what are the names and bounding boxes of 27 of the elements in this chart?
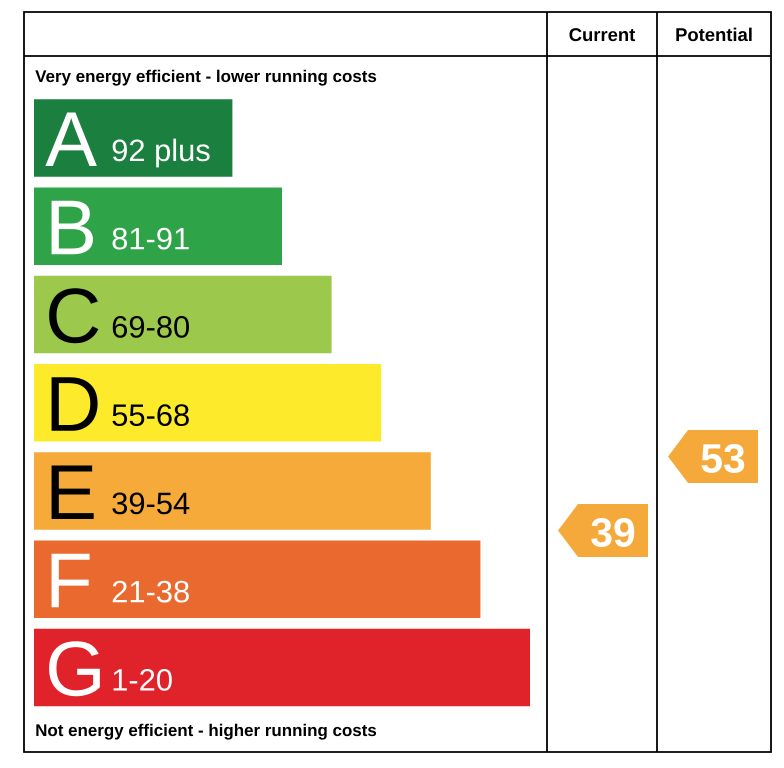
- annotation: 69-80: [112, 316, 189, 338]
- y-tick-label: B: [52, 200, 93, 254]
- annotation: 92 plus: [112, 138, 210, 168]
- bar: [34, 99, 232, 177]
- y-tick-label: G: [49, 641, 100, 696]
- y-tick-label: E: [52, 466, 94, 519]
- annotation: 81-91: [112, 228, 189, 250]
- y-tick-label: D: [52, 377, 98, 431]
- annotation: 1-20: [114, 668, 172, 691]
- y-tick-label: F: [52, 554, 90, 608]
- bar: [34, 452, 431, 530]
- text: Current: [569, 28, 636, 42]
- y-tick-label: C: [49, 288, 98, 344]
- chart-title: Very energy efficient - lower running costs: [35, 70, 376, 86]
- text: Potential: [676, 28, 752, 42]
- annotation: 55-68: [112, 404, 189, 426]
- annotation: 21-38: [112, 580, 189, 603]
- bar: [34, 628, 530, 706]
- y-tick-label: A: [45, 112, 97, 166]
- bar: [34, 540, 480, 618]
- annotation: Not energy efficient - higher running costs: [36, 724, 376, 740]
- bar: [34, 364, 382, 442]
- annotation: 39-54: [112, 492, 190, 514]
- bar: [34, 188, 282, 265]
- bar: [34, 276, 332, 354]
- data-label: 39: [591, 518, 634, 547]
- data-label: 53: [702, 444, 744, 473]
